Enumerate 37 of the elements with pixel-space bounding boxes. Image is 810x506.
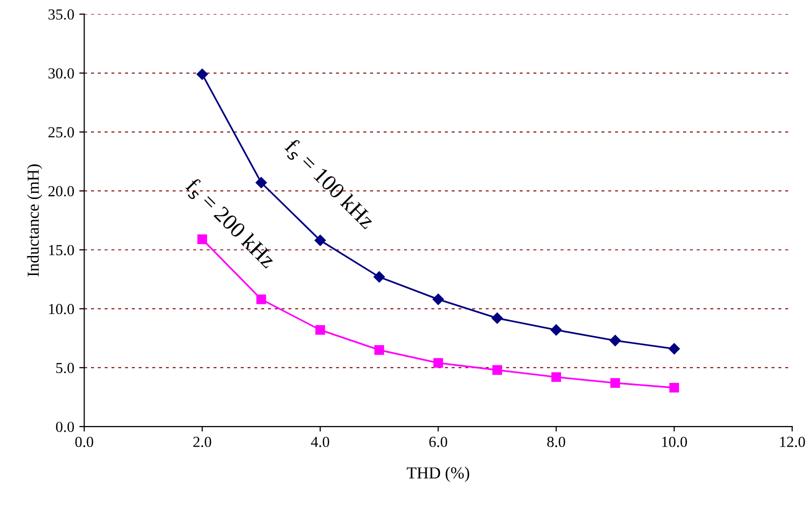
- x-tick-label: 4.0: [310, 436, 330, 448]
- point: [433, 358, 444, 368]
- point: [314, 234, 326, 246]
- point: [196, 68, 208, 80]
- point: [315, 325, 326, 335]
- y-tick-label: 10.0: [49, 304, 74, 314]
- point: [197, 234, 208, 244]
- point: [374, 345, 384, 355]
- x-tick-label: 10.0: [662, 436, 687, 448]
- point: [551, 372, 562, 382]
- x-tick-label: 8.0: [547, 436, 566, 448]
- point: [669, 382, 680, 393]
- point: [610, 378, 620, 388]
- point: [432, 294, 444, 305]
- point: [374, 271, 385, 283]
- x-tick-label: 6.0: [429, 436, 448, 448]
- annotation: f$_{s}$ = 200 kHz: [182, 176, 278, 272]
- point: [256, 294, 266, 304]
- y-tick-label: 15.0: [49, 244, 74, 256]
- y-tick-label: 5.0: [56, 362, 74, 374]
- x-tick-label: 0.0: [75, 436, 94, 448]
- x-axis-title: THD (%): [406, 466, 470, 482]
- point: [256, 177, 267, 188]
- point: [610, 334, 621, 346]
- annotation: f$_{s}$ = 100 kHz: [282, 137, 376, 232]
- point: [492, 312, 503, 324]
- y-axis-title: Inductance (mH): [27, 164, 42, 276]
- y-tick-label: 20.0: [48, 186, 74, 196]
- y-tick-label: 0.0: [56, 422, 74, 432]
- y-tick-label: 35.0: [48, 9, 74, 20]
- y-tick-label: 25.0: [48, 127, 74, 138]
- point: [492, 365, 502, 375]
- x-tick-label: 2.0: [193, 436, 212, 448]
- x-tick-label: 12.0: [780, 436, 805, 448]
- y-tick-label: 30.0: [48, 68, 74, 79]
- point: [550, 324, 562, 336]
- point: [668, 343, 680, 354]
